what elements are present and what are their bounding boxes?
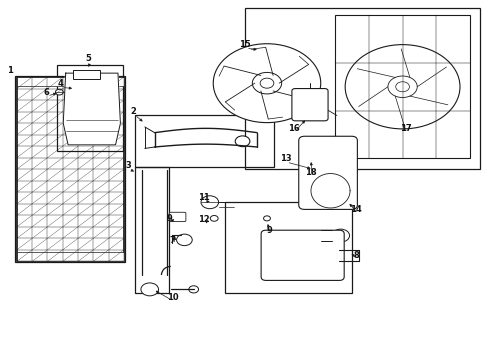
Text: 3: 3 bbox=[126, 161, 132, 170]
Text: 17: 17 bbox=[400, 123, 412, 132]
Circle shape bbox=[396, 82, 410, 92]
Circle shape bbox=[235, 136, 250, 147]
Bar bbox=[17, 77, 124, 261]
Text: 9: 9 bbox=[267, 226, 272, 235]
Text: 4: 4 bbox=[58, 80, 64, 89]
Text: 6: 6 bbox=[43, 88, 49, 97]
Text: 11: 11 bbox=[197, 193, 209, 202]
Text: 18: 18 bbox=[305, 168, 317, 177]
Text: 8: 8 bbox=[353, 251, 359, 260]
Bar bbox=[17, 252, 124, 261]
Circle shape bbox=[55, 89, 63, 95]
Text: 15: 15 bbox=[239, 40, 251, 49]
Bar bbox=[17, 77, 124, 86]
Bar bbox=[57, 65, 123, 151]
Bar bbox=[335, 15, 470, 158]
FancyBboxPatch shape bbox=[261, 230, 344, 280]
Text: 2: 2 bbox=[131, 107, 137, 116]
Circle shape bbox=[210, 216, 218, 221]
Text: 1: 1 bbox=[7, 66, 13, 75]
Circle shape bbox=[345, 45, 460, 129]
Circle shape bbox=[201, 196, 219, 209]
Circle shape bbox=[213, 44, 321, 123]
Circle shape bbox=[260, 78, 274, 88]
Circle shape bbox=[264, 216, 270, 221]
Bar bbox=[73, 69, 100, 78]
Bar bbox=[225, 202, 352, 293]
FancyBboxPatch shape bbox=[169, 212, 186, 222]
Text: 5: 5 bbox=[86, 54, 92, 63]
Bar bbox=[15, 76, 125, 262]
Circle shape bbox=[252, 72, 282, 94]
Circle shape bbox=[84, 78, 94, 85]
Circle shape bbox=[189, 286, 198, 293]
Bar bbox=[135, 116, 274, 167]
Text: 12: 12 bbox=[197, 215, 209, 224]
Polygon shape bbox=[63, 73, 121, 145]
Text: 14: 14 bbox=[350, 205, 362, 214]
Circle shape bbox=[176, 234, 192, 246]
Text: 13: 13 bbox=[280, 154, 292, 163]
FancyBboxPatch shape bbox=[292, 89, 328, 121]
Bar bbox=[135, 167, 169, 293]
Text: 7: 7 bbox=[170, 237, 175, 246]
Text: 9: 9 bbox=[167, 214, 172, 223]
Text: 10: 10 bbox=[167, 293, 178, 302]
Text: 16: 16 bbox=[288, 123, 300, 132]
FancyBboxPatch shape bbox=[299, 136, 357, 210]
Circle shape bbox=[388, 76, 417, 98]
Bar bbox=[245, 8, 480, 169]
Circle shape bbox=[141, 283, 159, 296]
